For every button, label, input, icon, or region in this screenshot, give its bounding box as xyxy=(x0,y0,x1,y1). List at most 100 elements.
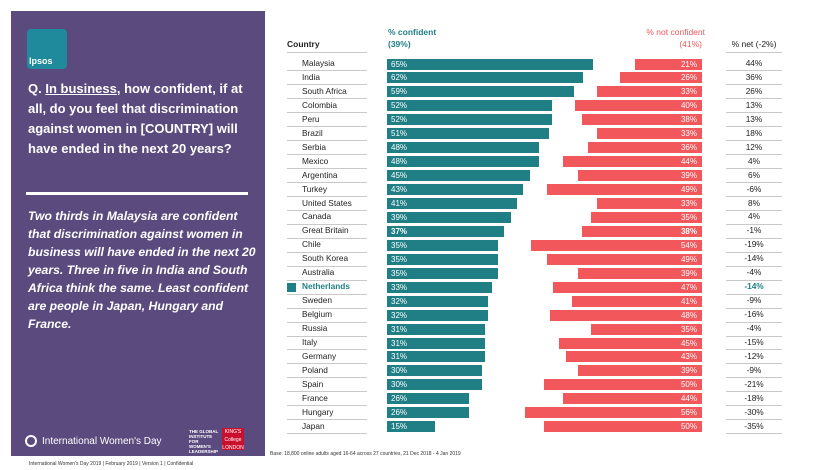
net-row-divider xyxy=(726,349,782,351)
not-confident-bar-united-states xyxy=(597,198,702,209)
confident-bar-france xyxy=(387,393,470,405)
confident-value-hungary: 26% xyxy=(391,408,408,418)
not-confident-value-brazil: 33% xyxy=(680,129,697,139)
not-confident-value-australia: 39% xyxy=(680,268,697,278)
confident-bar-south-korea xyxy=(387,253,498,265)
confident-bar-germany xyxy=(387,351,486,363)
confident-value-india: 62% xyxy=(391,73,408,83)
not-confident-value-united-states: 33% xyxy=(680,199,697,208)
net-value-hungary: -30% xyxy=(744,406,764,417)
country-label-colombia: Colombia xyxy=(302,99,338,110)
not-confident-value-serbia: 36% xyxy=(680,143,697,153)
not-confident-bar-spain xyxy=(543,379,702,391)
country-label-argentina: Argentina xyxy=(302,169,338,180)
country-label-south-korea: South Korea xyxy=(302,253,349,264)
not-confident-bar-malaysia xyxy=(635,58,702,70)
net-value-poland: -9% xyxy=(746,364,762,375)
not-confident-bar-hungary xyxy=(524,407,702,419)
confident-bar-sweden xyxy=(387,295,489,307)
confident-value-sweden: 32% xyxy=(391,296,408,306)
confident-value-russia: 31% xyxy=(391,324,408,334)
confident-value-italy: 31% xyxy=(391,338,408,348)
not-confident-bar-mexico xyxy=(562,156,702,168)
net-row-divider xyxy=(726,293,782,295)
net-value-peru: 13% xyxy=(745,113,763,124)
row-divider xyxy=(287,335,367,337)
not-confident-value-india: 26% xyxy=(680,73,697,83)
net-value-india: 36% xyxy=(745,71,763,82)
net-value-turkey: -6% xyxy=(746,183,762,194)
country-label-malaysia: Malaysia xyxy=(302,58,335,68)
net-row-divider xyxy=(726,196,782,197)
net-row-divider xyxy=(726,209,782,211)
net-row-divider xyxy=(726,265,782,267)
net-value-belgium: -16% xyxy=(744,309,764,320)
row-divider xyxy=(287,182,367,184)
confident-bar-argentina xyxy=(387,170,530,182)
confident-bar-italy xyxy=(387,337,486,349)
not-confident-value-argentina: 39% xyxy=(680,171,697,181)
confident-value-spain: 30% xyxy=(391,380,408,390)
not-confident-bar-france xyxy=(562,393,702,405)
net-header: % net (-2%) xyxy=(731,39,777,49)
country-label-serbia: Serbia xyxy=(302,141,326,152)
not-confident-value-chile: 54% xyxy=(680,240,697,250)
confident-bar-netherlands xyxy=(387,281,492,293)
confident-bar-belgium xyxy=(387,309,489,321)
confident-value-france: 26% xyxy=(391,394,408,404)
not-confident-value-spain: 50% xyxy=(680,380,697,390)
confident-header: % confident xyxy=(388,27,437,37)
confident-value-germany: 31% xyxy=(391,352,408,362)
not-confident-value-hungary: 56% xyxy=(680,408,697,418)
net-row-divider xyxy=(726,279,782,281)
kings-college-logo: KING'S College LONDON xyxy=(222,428,244,451)
confident-bar-india xyxy=(387,72,584,84)
net-row-divider xyxy=(726,237,782,239)
confident-value-peru: 52% xyxy=(391,115,408,125)
header-rule xyxy=(287,52,367,53)
row-divider xyxy=(287,126,367,128)
confident-bar-colombia xyxy=(387,100,552,112)
not-confident-bar-italy xyxy=(559,337,702,349)
confident-value-united-states: 41% xyxy=(391,199,408,208)
not-confident-bar-turkey xyxy=(546,184,702,196)
net-value-france: -18% xyxy=(744,392,764,403)
not-confident-value-poland: 39% xyxy=(680,366,697,376)
confident-value-turkey: 43% xyxy=(391,185,408,195)
not-confident-value-russia: 35% xyxy=(680,324,697,334)
net-row-divider xyxy=(726,363,782,365)
row-divider xyxy=(287,419,367,421)
country-label-india: India xyxy=(302,71,320,82)
country-label-hungary: Hungary xyxy=(302,406,334,417)
confident-bar-russia xyxy=(387,323,486,335)
row-divider xyxy=(287,112,367,114)
net-row-divider xyxy=(726,405,782,407)
not-confident-value-turkey: 49% xyxy=(680,185,697,195)
confident-value-japan: 15% xyxy=(391,422,408,432)
confident-value-belgium: 32% xyxy=(391,310,408,320)
not-confident-value-peru: 38% xyxy=(680,115,697,125)
not-confident-bar-argentina xyxy=(578,170,702,182)
row-divider xyxy=(287,391,367,393)
country-label-germany: Germany xyxy=(302,350,337,361)
confident-value-great-britain: 37% xyxy=(391,226,408,236)
not-confident-value-great-britain: 38% xyxy=(680,226,697,236)
panel-divider xyxy=(26,192,248,195)
net-value-malaysia: 44% xyxy=(745,58,763,68)
question-text: Q. In business, how confident, if at all… xyxy=(28,79,258,159)
not-confident-bar-peru xyxy=(581,114,702,126)
row-divider xyxy=(287,349,367,351)
global-institute-logo: THE GLOBAL INSTITUTE FOR WOMEN'S LEADERS… xyxy=(189,429,219,454)
net-row-divider xyxy=(726,391,782,393)
not-confident-bar-colombia xyxy=(575,100,702,112)
country-label-brazil: Brazil xyxy=(302,127,323,138)
net-value-canada: 4% xyxy=(748,211,760,222)
country-label-italy: Italy xyxy=(302,337,318,347)
net-row-divider xyxy=(726,140,782,142)
not-confident-value-sweden: 41% xyxy=(680,296,697,306)
row-divider xyxy=(287,265,367,267)
confident-bar-australia xyxy=(387,267,498,279)
row-divider xyxy=(287,307,367,309)
country-label-sweden: Sweden xyxy=(302,295,332,306)
row-divider xyxy=(287,405,367,407)
